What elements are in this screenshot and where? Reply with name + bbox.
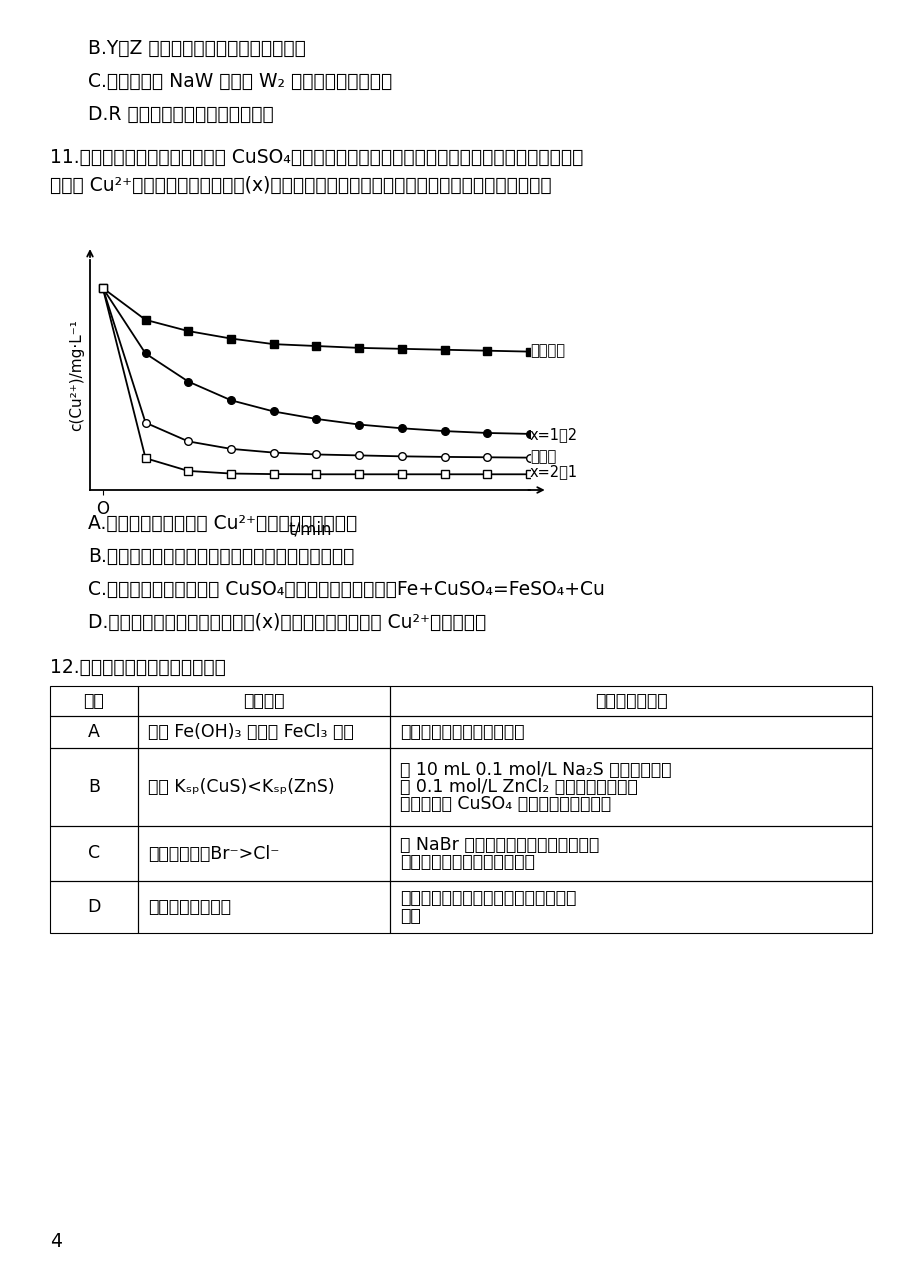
- Text: 分离 Fe(OH)₃ 胶体和 FeCl₃ 溶液: 分离 Fe(OH)₃ 胶体和 FeCl₃ 溶液: [148, 724, 354, 741]
- Text: 实验操作、现象: 实验操作、现象: [594, 692, 666, 710]
- Text: 实验目的: 实验目的: [243, 692, 285, 710]
- Text: A.由图可知，活性炭对 Cu²⁺具有一定的吸附作用: A.由图可知，活性炭对 Cu²⁺具有一定的吸附作用: [88, 513, 357, 533]
- Text: 11.工业上常用鐵碳混合物处理含 CuSO₄废水获得金属锐。当体持鐵屑和活性炭总质量不变时，测得: 11.工业上常用鐵碳混合物处理含 CuSO₄废水获得金属锐。当体持鐵屑和活性炭总…: [50, 148, 583, 167]
- Bar: [390, 748, 871, 826]
- Bar: [138, 882, 390, 933]
- Text: 向 10 mL 0.1 mol/L Na₂S 溶液中滴入几: 向 10 mL 0.1 mol/L Na₂S 溶液中滴入几: [400, 761, 671, 778]
- Bar: [50, 748, 138, 826]
- Text: B.Y、Z 的简单氢化物的稳定性依次递增: B.Y、Z 的简单氢化物的稳定性依次递增: [88, 39, 305, 59]
- Bar: [390, 826, 871, 882]
- Text: 证明 Kₛₚ(CuS)<Kₛₚ(ZnS): 证明 Kₛₚ(CuS)<Kₛₚ(ZnS): [148, 778, 335, 796]
- Text: C.利用鐵碳混合物回收含 CuSO₄废水中锐的反应原理：Fe+CuSO₄=FeSO₄+Cu: C.利用鐵碳混合物回收含 CuSO₄废水中锐的反应原理：Fe+CuSO₄=FeS…: [88, 580, 604, 599]
- Text: 向 NaBr 溶液中滴入少量氯水和苯，振: 向 NaBr 溶液中滴入少量氯水和苯，振: [400, 836, 598, 854]
- Text: 12.下列关于实验的说法正确的是: 12.下列关于实验的说法正确的是: [50, 657, 226, 676]
- Text: C.工业上电解 NaW 溶液得 W₂ 可使用阴离子交换膜: C.工业上电解 NaW 溶液得 W₂ 可使用阴离子交换膜: [88, 73, 391, 90]
- Bar: [138, 826, 390, 882]
- Text: x=2：1: x=2：1: [529, 464, 577, 479]
- Bar: [50, 882, 138, 933]
- Text: D.增大鐵碳混合物中鐵碳质量比(x)，一定会提高废水中 Cu²⁺的去除速率: D.增大鐵碳混合物中鐵碳质量比(x)，一定会提高废水中 Cu²⁺的去除速率: [88, 613, 486, 632]
- Text: 验证鐵的吸氧腐蚀: 验证鐵的吸氧腐蚀: [148, 898, 231, 916]
- Bar: [390, 882, 871, 933]
- Bar: [390, 716, 871, 748]
- Text: D.R 的单质可用于制造半导体材料: D.R 的单质可用于制造半导体材料: [88, 104, 274, 124]
- Text: x=1：2: x=1：2: [529, 427, 577, 442]
- Text: 纯鐵屑: 纯鐵屑: [529, 450, 556, 464]
- Text: 选项: 选项: [84, 692, 104, 710]
- Text: B.鐵屑和活性炭会在溶液中形成微电池，鐵屑为负极: B.鐵屑和活性炭会在溶液中形成微电池，鐵屑为负极: [88, 547, 354, 566]
- Bar: [50, 716, 138, 748]
- Text: 气泡: 气泡: [400, 907, 420, 925]
- Text: 证明还原性：Br⁻>Cl⁻: 证明还原性：Br⁻>Cl⁻: [148, 845, 279, 862]
- Bar: [50, 685, 138, 716]
- Text: C: C: [88, 845, 100, 862]
- Text: 荡，静置，溶液上层呈橙红色: 荡，静置，溶液上层呈橙红色: [400, 854, 534, 871]
- Y-axis label: c(Cu²⁺)/mg·L⁻¹: c(Cu²⁺)/mg·L⁻¹: [69, 318, 85, 431]
- Text: A: A: [88, 724, 100, 741]
- Text: 纯活性炭: 纯活性炭: [529, 343, 564, 358]
- Bar: [138, 716, 390, 748]
- Bar: [390, 685, 871, 716]
- Bar: [138, 748, 390, 826]
- Text: D: D: [87, 898, 100, 916]
- Text: 将鐵钉放入试管中，用盐酸浸没，产生: 将鐵钉放入试管中，用盐酸浸没，产生: [400, 889, 575, 907]
- Text: 将混合液倒入过滤器中过滤: 将混合液倒入过滤器中过滤: [400, 724, 524, 741]
- Text: 废水中 Cu²⁺浓度在不同鐵碳质量比(x)条件下随时间变化的曲线如图所示。下列推论不合理的是: 废水中 Cu²⁺浓度在不同鐵碳质量比(x)条件下随时间变化的曲线如图所示。下列推…: [50, 176, 551, 195]
- Bar: [138, 685, 390, 716]
- Bar: [50, 826, 138, 882]
- Text: 4: 4: [50, 1232, 62, 1251]
- Text: B: B: [88, 778, 100, 796]
- Text: 淡，再加入 CuSO₄ 溶液，产生黑色沉淡: 淡，再加入 CuSO₄ 溶液，产生黑色沉淡: [400, 795, 610, 813]
- X-axis label: t/min: t/min: [288, 521, 332, 539]
- Text: 滴 0.1 mol/L ZnCl₂ 溶液，产生白色沉: 滴 0.1 mol/L ZnCl₂ 溶液，产生白色沉: [400, 778, 637, 796]
